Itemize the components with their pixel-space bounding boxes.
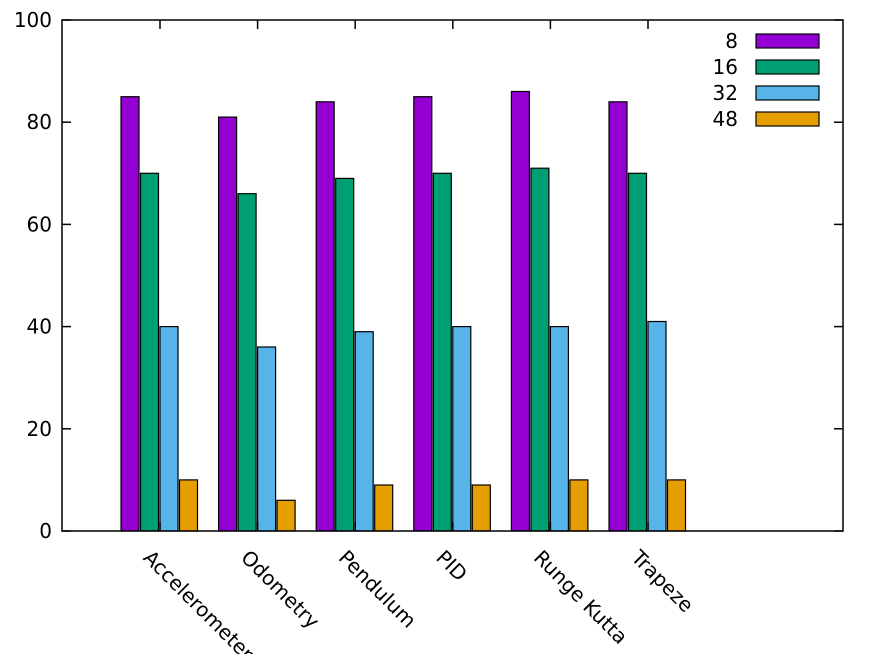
bar-pendulum-32	[354, 331, 374, 532]
bar-trapeze-8	[608, 101, 628, 532]
y-tick-label: 20	[27, 417, 52, 441]
legend-label: 8	[725, 29, 738, 53]
bar-accelerometer-48	[178, 479, 199, 532]
bar-pid-48	[471, 484, 491, 532]
legend-swatch	[755, 59, 820, 75]
y-tick-label: 100	[14, 8, 52, 32]
bar-runge-kutta-48	[569, 479, 589, 532]
bars-layer	[120, 90, 687, 532]
bar-accelerometer-32	[159, 326, 179, 532]
bar-trapeze-48	[666, 479, 687, 532]
bar-runge-kutta-8	[510, 90, 530, 532]
legend-swatch	[755, 33, 820, 49]
bar-accelerometer-8	[120, 96, 140, 532]
bar-odometry-48	[276, 499, 296, 532]
bar-odometry-8	[218, 116, 238, 532]
bar-odometry-16	[237, 193, 257, 532]
y-tick-label: 80	[27, 110, 52, 134]
legend-swatch	[755, 111, 820, 127]
bar-trapeze-32	[647, 320, 667, 532]
bar-pendulum-8	[315, 101, 335, 532]
x-tick-label: PID	[432, 545, 473, 586]
x-tick-label: Pendulum	[334, 545, 421, 632]
y-tick-label: 40	[27, 315, 52, 339]
legend-swatch	[755, 85, 820, 101]
bar-trapeze-16	[627, 172, 648, 532]
legend-label: 32	[713, 81, 738, 105]
bar-pid-8	[413, 96, 433, 532]
bar-accelerometer-16	[139, 172, 160, 532]
bar-odometry-32	[257, 346, 277, 532]
bar-pendulum-48	[374, 484, 394, 532]
legend-label: 48	[713, 107, 738, 131]
bar-runge-kutta-16	[530, 167, 550, 532]
bar-pid-32	[452, 326, 472, 532]
y-tick-label: 0	[39, 519, 52, 543]
bar-runge-kutta-32	[549, 326, 570, 532]
bar-pid-16	[432, 172, 452, 532]
legend-label: 16	[713, 55, 738, 79]
bar-pendulum-16	[335, 177, 355, 532]
x-tick-label: Odometry	[236, 545, 324, 633]
x-tick-label: Trapeze	[626, 545, 699, 618]
x-tick-label: Runge Kutta	[529, 545, 633, 649]
y-tick-label: 60	[27, 212, 52, 236]
